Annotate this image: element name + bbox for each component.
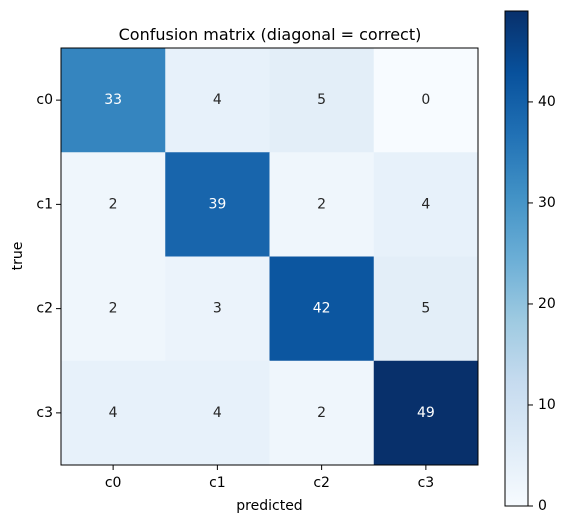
cell-value-label: 2 bbox=[109, 301, 118, 317]
colorbar bbox=[504, 10, 529, 507]
cell-value-label: 3 bbox=[213, 301, 222, 317]
y-tick-label: c3 bbox=[36, 405, 53, 421]
cell-value-label: 4 bbox=[109, 405, 118, 421]
colorbar-tick-label: 30 bbox=[538, 195, 556, 211]
heatmap-cell bbox=[373, 360, 479, 466]
heatmap-cell bbox=[269, 256, 375, 362]
chart-title: Confusion matrix (diagonal = correct) bbox=[119, 25, 422, 44]
x-axis-label: predicted bbox=[236, 498, 302, 514]
cell-value-labels: 33 4 5 02 39 2 42 3 42 54 4 2 49 bbox=[104, 92, 435, 421]
heatmap-cell bbox=[165, 48, 270, 153]
colorbar-tick-label: 0 bbox=[538, 498, 547, 514]
colorbar-tick-label: 40 bbox=[538, 94, 556, 110]
heatmap-cell bbox=[269, 152, 375, 257]
x-tick-label: c0 bbox=[105, 475, 122, 491]
x-axis-ticks: c0 c1 c2 c3 bbox=[105, 465, 434, 491]
cell-value-label: 4 bbox=[213, 92, 222, 108]
colorbar-ticks: 0 10 20 30 40 bbox=[528, 94, 556, 514]
plot-frame bbox=[60, 47, 479, 466]
y-axis-label: true bbox=[10, 242, 26, 271]
cell-value-label: 33 bbox=[104, 92, 122, 108]
cell-value-label: 4 bbox=[213, 405, 222, 421]
heatmap-cell bbox=[373, 256, 479, 362]
heatmap-cell bbox=[61, 152, 166, 257]
cell-value-label: 2 bbox=[317, 196, 326, 212]
x-tick-label: c1 bbox=[209, 475, 226, 491]
heatmap-cell bbox=[373, 152, 479, 257]
y-tick-label: c1 bbox=[36, 196, 53, 212]
heatmap-cell bbox=[61, 48, 166, 153]
heatmap-cell bbox=[61, 360, 166, 466]
heatmap-cell bbox=[165, 152, 270, 257]
cell-value-label: 4 bbox=[421, 196, 430, 212]
heatmap-cell bbox=[269, 360, 375, 466]
cell-value-label: 0 bbox=[421, 92, 430, 108]
x-tick-label: c2 bbox=[313, 475, 330, 491]
cell-value-label: 5 bbox=[421, 301, 430, 317]
x-tick-label: c3 bbox=[418, 475, 435, 491]
heatmap-cell bbox=[165, 360, 270, 466]
cell-value-label: 39 bbox=[208, 196, 226, 212]
heatmap-cell bbox=[269, 48, 375, 153]
colorbar-tick-label: 20 bbox=[538, 296, 556, 312]
y-tick-label: c2 bbox=[36, 301, 53, 317]
heatmap-cell bbox=[61, 256, 166, 362]
cell-value-label: 42 bbox=[313, 301, 331, 317]
y-tick-label: c0 bbox=[36, 92, 53, 108]
heatmap-cell bbox=[373, 48, 479, 153]
cell-value-label: 2 bbox=[109, 196, 118, 212]
cell-value-label: 5 bbox=[317, 92, 326, 108]
heatmap-cells bbox=[61, 48, 479, 466]
y-axis-ticks: c0 c1 c2 c3 bbox=[36, 92, 61, 421]
colorbar-tick-label: 10 bbox=[538, 397, 556, 413]
cell-value-label: 49 bbox=[417, 405, 435, 421]
cell-value-label: 2 bbox=[317, 405, 326, 421]
heatmap-cell bbox=[165, 256, 270, 362]
